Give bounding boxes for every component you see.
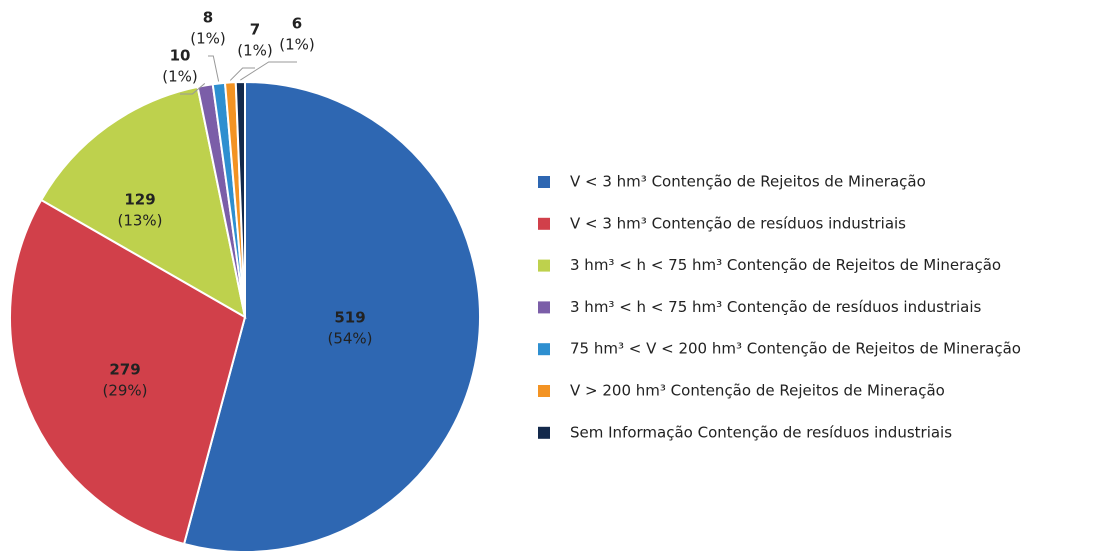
legend-label: 3 hm³ < h < 75 hm³ Contenção de resíduos… [570,298,982,316]
data-label: 10 [170,47,191,65]
leader-line [240,61,297,81]
leader-line [229,67,255,81]
data-label: 7 [250,21,260,39]
data-label: 6 [292,15,302,33]
data-label: 8 [203,9,213,27]
percent-label: (54%) [327,330,372,348]
legend-label: 75 hm³ < V < 200 hm³ Contenção de Rejeit… [570,340,1021,358]
percent-label: (29%) [102,382,147,400]
legend-swatch [538,343,550,356]
legend-swatch [538,176,550,188]
pie-slice [234,80,246,318]
leader-line [180,83,206,95]
pie-slice [182,80,481,551]
percent-label: (1%) [190,30,226,48]
leader-line [208,55,220,82]
legend-swatch [538,301,550,314]
legend-swatch [538,259,550,272]
percent-label: (13%) [117,212,162,230]
legend-label: V < 3 hm³ Contenção de Rejeitos de Miner… [570,173,926,191]
legend-swatch [538,426,550,439]
percent-label: (1%) [237,42,273,60]
data-label: 279 [109,361,140,379]
pie-slice [9,198,247,546]
legend-label: V < 3 hm³ Contenção de resíduos industri… [570,214,906,232]
legend-label: Sem Informação Contenção de resíduos ind… [570,423,952,441]
legend-swatch [538,217,550,230]
legend-label: 3 hm³ < h < 75 hm³ Contenção de Rejeitos… [570,256,1001,274]
percent-label: (1%) [162,68,198,86]
percent-label: (1%) [279,36,315,54]
pie-slice [39,85,247,319]
legend-swatch [538,385,550,397]
data-label: 129 [124,191,155,209]
legend-label: V > 200 hm³ Contenção de Rejeitos de Min… [570,382,945,400]
data-label: 519 [334,309,365,327]
